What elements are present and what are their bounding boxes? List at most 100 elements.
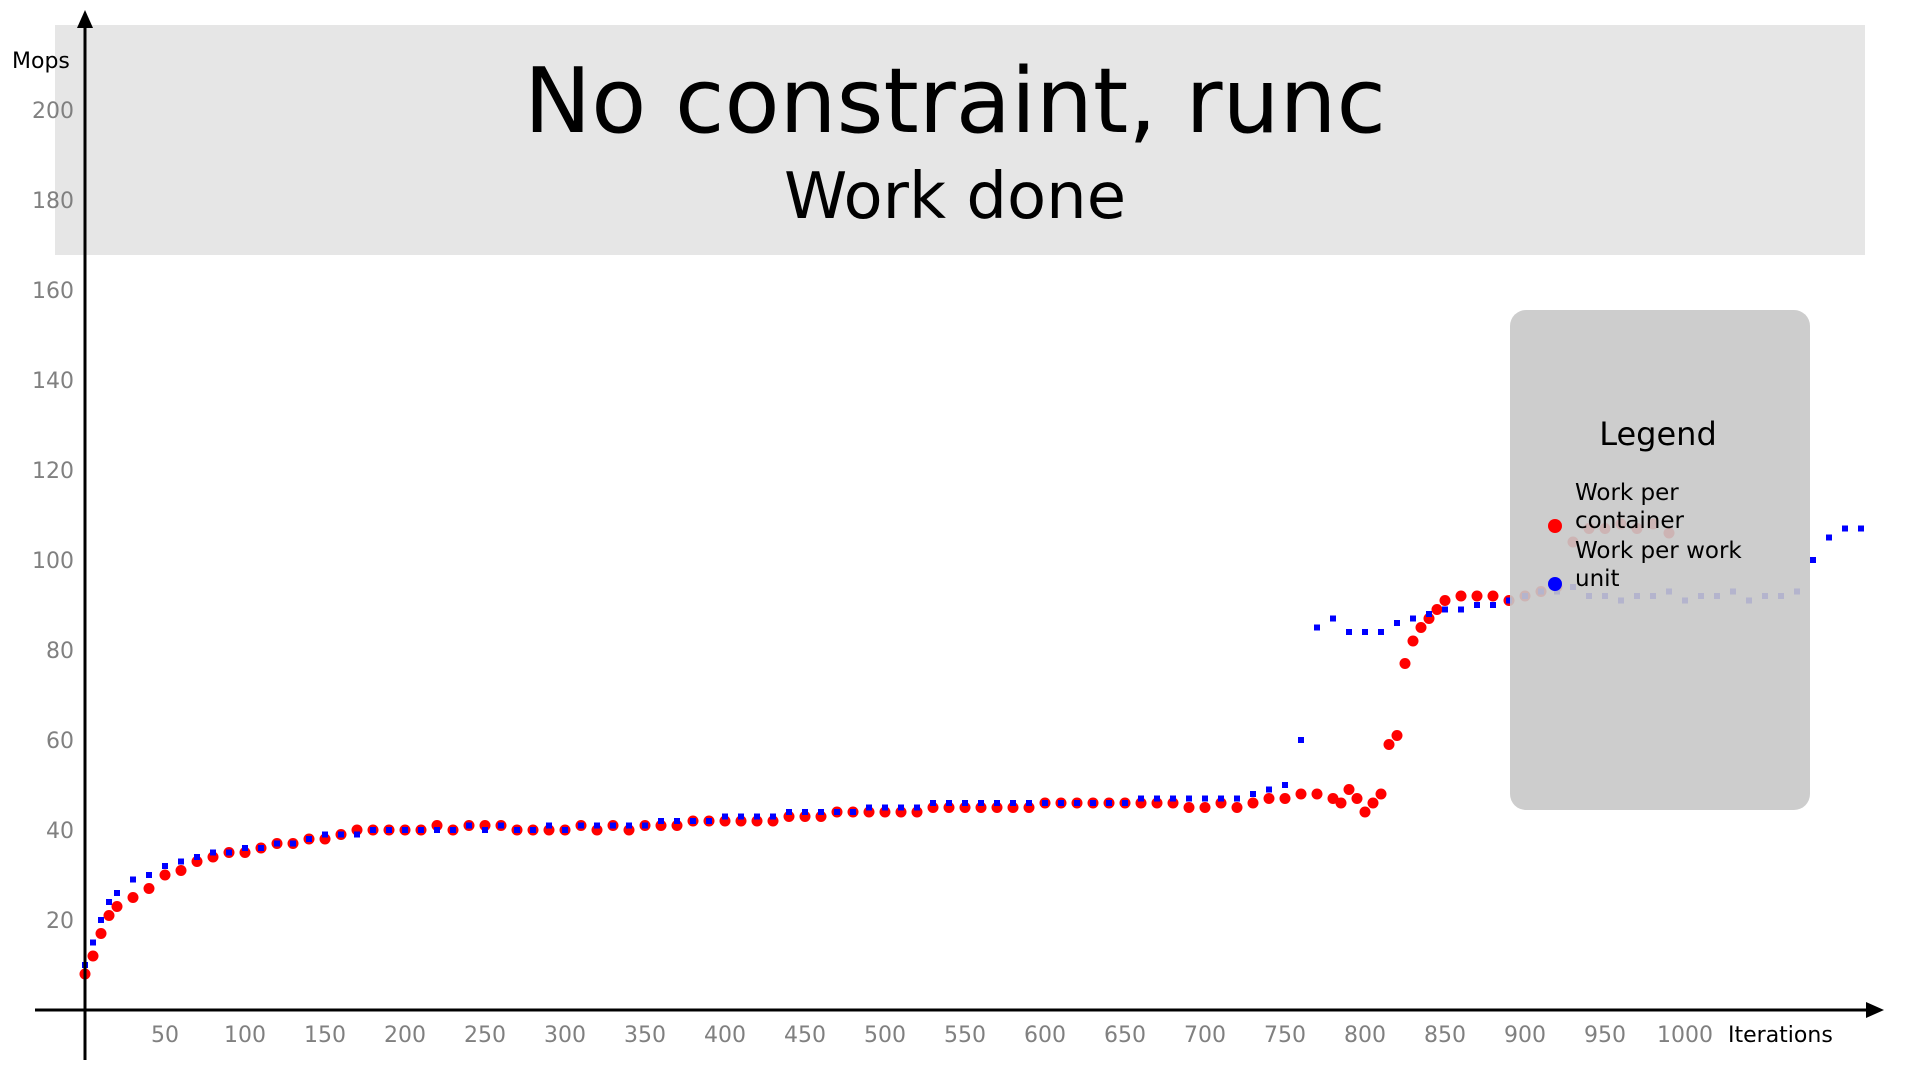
data-point bbox=[1474, 602, 1480, 608]
data-point bbox=[1487, 590, 1499, 602]
data-point bbox=[610, 822, 616, 829]
x-tick-label: 450 bbox=[784, 1023, 826, 1048]
legend-marker bbox=[1548, 577, 1562, 591]
x-tick-label: 600 bbox=[1024, 1023, 1066, 1048]
data-point bbox=[103, 910, 115, 921]
data-point bbox=[514, 827, 520, 833]
data-point bbox=[1442, 606, 1448, 613]
data-point bbox=[354, 831, 360, 838]
data-point bbox=[1410, 615, 1416, 622]
data-point bbox=[159, 869, 171, 881]
x-axis-arrow bbox=[1866, 1002, 1884, 1018]
axes: Mops Iterations bbox=[12, 10, 1884, 1060]
data-point bbox=[1218, 795, 1224, 802]
data-point bbox=[962, 800, 968, 806]
data-point bbox=[1298, 737, 1304, 743]
data-point bbox=[1399, 658, 1411, 669]
x-tick-label: 200 bbox=[384, 1023, 426, 1048]
data-point bbox=[1343, 784, 1355, 795]
y-tick-label: 140 bbox=[32, 369, 74, 394]
data-point bbox=[146, 872, 152, 878]
data-point bbox=[1426, 611, 1432, 617]
y-tick-label: 40 bbox=[46, 819, 74, 844]
data-point bbox=[1367, 797, 1379, 809]
data-point bbox=[1458, 606, 1464, 613]
data-point bbox=[850, 809, 856, 815]
x-tick-label: 350 bbox=[624, 1023, 666, 1048]
data-point bbox=[1490, 602, 1496, 608]
data-point bbox=[450, 827, 456, 833]
data-point bbox=[95, 928, 107, 939]
x-tick-label: 550 bbox=[944, 1023, 986, 1048]
data-point bbox=[1090, 800, 1096, 806]
data-point bbox=[111, 901, 123, 912]
data-point bbox=[290, 840, 296, 847]
data-point bbox=[1455, 590, 1467, 602]
x-tick-label: 800 bbox=[1344, 1023, 1386, 1048]
data-point bbox=[770, 813, 776, 820]
data-point bbox=[106, 899, 112, 905]
data-point bbox=[226, 849, 232, 856]
data-point bbox=[1335, 797, 1347, 809]
data-point bbox=[1375, 788, 1387, 800]
tick-labels: 50 100 150 200 250 300 350 400 450 500 550 600 650 70… bbox=[32, 99, 1713, 1048]
y-tick-label: 120 bbox=[32, 459, 74, 484]
data-point bbox=[994, 800, 1000, 806]
data-point bbox=[642, 822, 648, 829]
x-tick-label: 500 bbox=[864, 1023, 906, 1048]
x-tick-label: 900 bbox=[1504, 1023, 1546, 1048]
y-axis-label: Mops bbox=[12, 49, 70, 74]
y-tick-label: 100 bbox=[32, 549, 74, 574]
legend-marker bbox=[1548, 519, 1562, 533]
data-point bbox=[626, 822, 632, 829]
y-tick-label: 60 bbox=[46, 729, 74, 754]
data-point bbox=[1311, 788, 1323, 800]
data-point bbox=[1346, 629, 1352, 635]
data-point bbox=[1471, 590, 1483, 602]
data-point bbox=[90, 939, 96, 946]
x-tick-label: 850 bbox=[1424, 1023, 1466, 1048]
x-tick-label: 1000 bbox=[1657, 1023, 1713, 1048]
data-point bbox=[498, 822, 504, 829]
data-point bbox=[754, 813, 760, 820]
data-point bbox=[1138, 795, 1144, 802]
data-point bbox=[1231, 802, 1243, 813]
data-point bbox=[802, 809, 808, 815]
data-point bbox=[722, 813, 728, 820]
data-point bbox=[946, 800, 952, 806]
y-tick-label: 80 bbox=[46, 639, 74, 664]
data-point bbox=[1010, 800, 1016, 806]
data-point bbox=[1826, 534, 1832, 541]
data-point bbox=[1383, 739, 1395, 750]
data-point bbox=[1106, 800, 1112, 806]
data-point bbox=[866, 804, 872, 811]
data-point bbox=[1250, 791, 1256, 797]
data-point bbox=[1199, 802, 1211, 813]
data-point bbox=[546, 822, 552, 829]
data-point bbox=[1154, 795, 1160, 802]
data-point bbox=[1074, 800, 1080, 806]
data-point bbox=[1234, 795, 1240, 802]
data-point bbox=[1183, 802, 1195, 813]
data-point bbox=[434, 827, 440, 833]
data-point bbox=[1391, 730, 1403, 741]
data-point bbox=[1202, 795, 1208, 802]
data-point bbox=[274, 840, 280, 847]
data-point bbox=[1186, 795, 1192, 802]
data-point bbox=[578, 822, 584, 829]
legend-label: Work per container bbox=[1575, 480, 1685, 534]
data-point bbox=[386, 827, 392, 833]
data-point bbox=[898, 804, 904, 811]
legend-label: Work per work unit bbox=[1575, 538, 1742, 592]
data-point bbox=[130, 876, 136, 883]
data-point bbox=[258, 845, 264, 851]
data-point bbox=[1170, 795, 1176, 802]
data-point bbox=[194, 854, 200, 860]
x-tick-label: 650 bbox=[1104, 1023, 1146, 1048]
title-banner bbox=[55, 25, 1865, 255]
data-point bbox=[1279, 793, 1291, 804]
data-point bbox=[1042, 800, 1048, 806]
y-axis-arrow bbox=[77, 10, 93, 28]
data-point bbox=[1378, 629, 1384, 635]
